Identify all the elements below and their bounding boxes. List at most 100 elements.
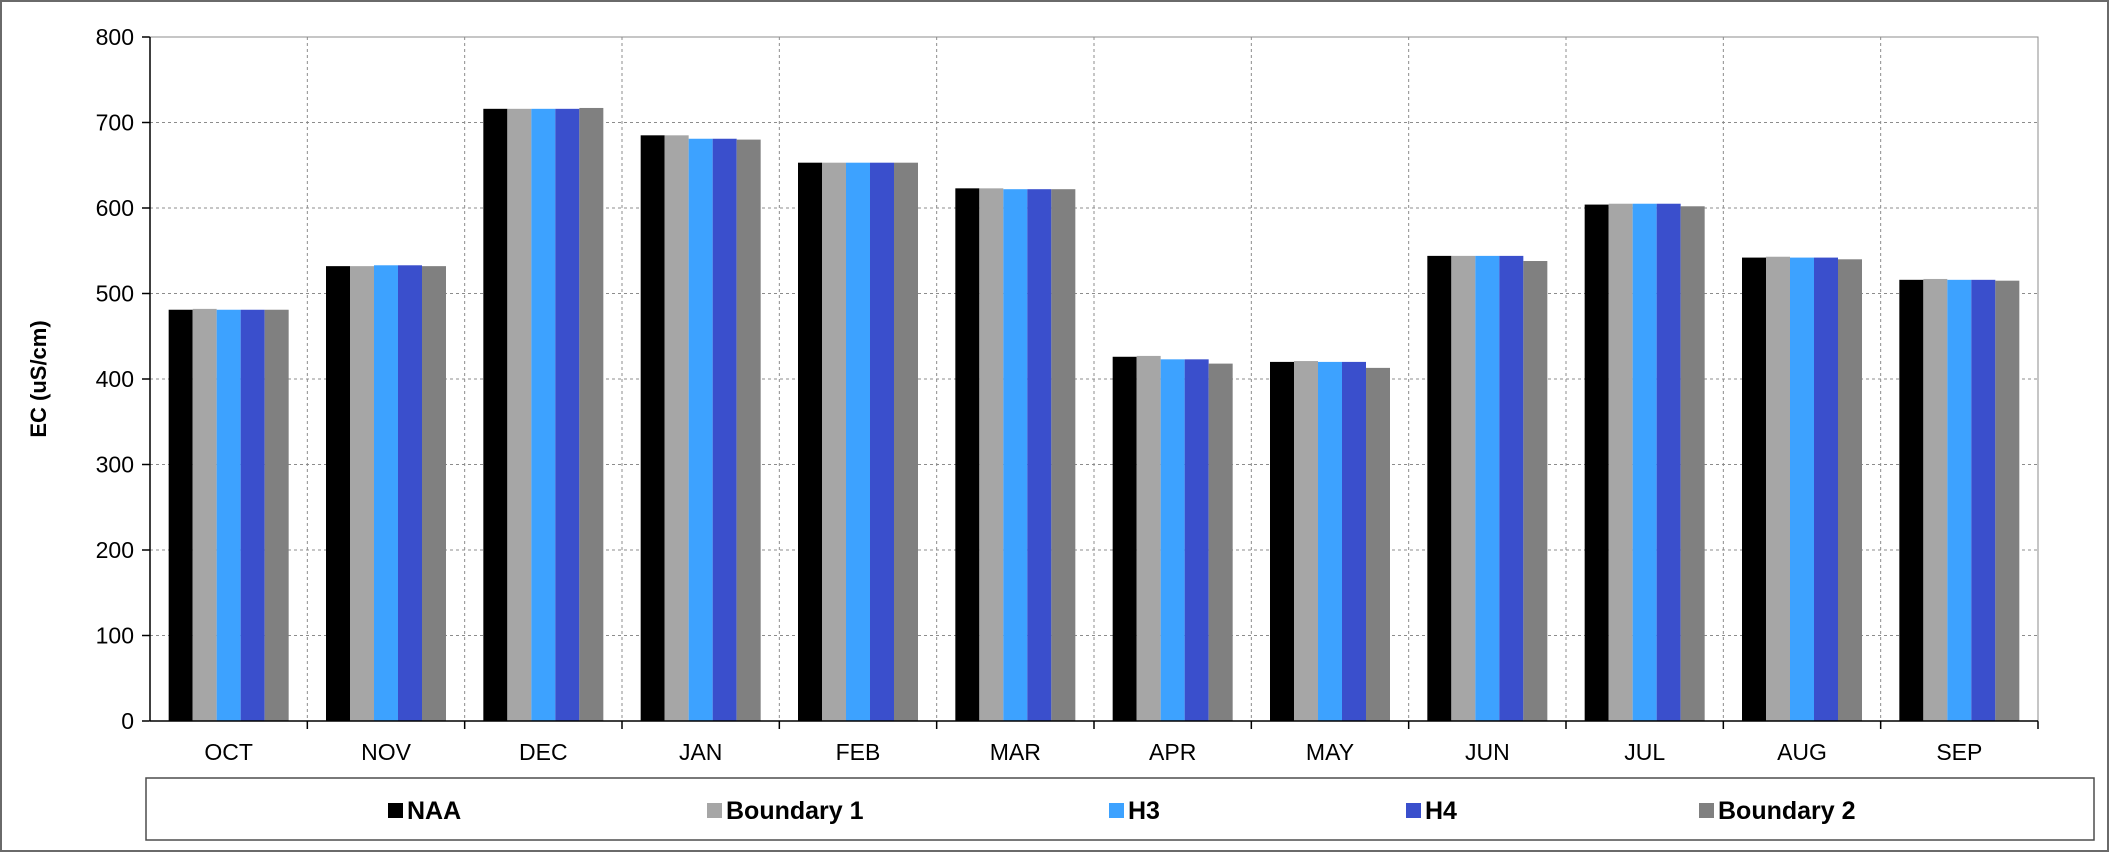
legend-swatch: [1109, 803, 1124, 818]
bar: [1632, 203, 1657, 722]
legend-swatch: [1699, 803, 1714, 818]
bar: [483, 108, 508, 721]
bar: [846, 162, 870, 721]
bar: [1451, 255, 1476, 721]
bar: [1427, 255, 1452, 721]
bar: [664, 135, 689, 721]
bar: [1499, 255, 1524, 721]
legend-swatch: [1406, 803, 1421, 818]
bar: [894, 162, 918, 721]
bar: [1270, 361, 1294, 721]
bar: [688, 138, 713, 721]
bar: [1995, 280, 2020, 721]
bar: [555, 108, 580, 721]
bar: [1523, 261, 1548, 721]
bar: [398, 265, 422, 721]
bar: [1814, 257, 1838, 721]
x-tick-label: MAR: [990, 739, 1041, 765]
bar: [1608, 203, 1633, 722]
legend-label: Boundary 2: [1718, 797, 1856, 825]
y-axis-title: EC (uS/cm): [26, 320, 51, 437]
y-tick-label: 500: [96, 281, 134, 307]
bar: [1742, 257, 1766, 721]
legend-label: H4: [1425, 797, 1457, 825]
bar: [1680, 206, 1705, 722]
bar: [736, 139, 761, 722]
bar: [422, 266, 446, 721]
bar: [1790, 257, 1814, 721]
bar: [1136, 355, 1161, 721]
y-tick-label: 700: [96, 110, 134, 136]
x-tick-label: FEB: [836, 739, 881, 765]
x-tick-label: JAN: [679, 739, 722, 765]
bar: [507, 108, 532, 721]
bar: [216, 309, 241, 721]
legend: NAA Boundary 1 H3 H4 Boundary 2: [145, 777, 2095, 841]
y-tick-label: 0: [121, 708, 134, 734]
axes: [142, 36, 2039, 729]
bar: [1160, 359, 1185, 721]
x-tick-label: MAY: [1306, 739, 1354, 765]
bar: [1971, 279, 1996, 721]
y-tick-label: 800: [96, 24, 134, 50]
bar: [640, 135, 665, 721]
bar: [1766, 256, 1790, 721]
bar: [579, 107, 604, 722]
bar: [1208, 363, 1233, 721]
y-tick-label: 600: [96, 195, 134, 221]
bar: [712, 138, 737, 721]
y-tick-label: 400: [96, 366, 134, 392]
x-tick-label: AUG: [1777, 739, 1827, 765]
bar: [1838, 259, 1862, 721]
bar: [1584, 204, 1609, 721]
x-tick-label: APR: [1149, 739, 1196, 765]
x-tick-label: NOV: [361, 739, 412, 765]
bar: [979, 188, 1004, 721]
bar: [1027, 189, 1052, 721]
bar: [1366, 367, 1390, 721]
legend-swatch: [707, 803, 722, 818]
bar: [1294, 361, 1318, 721]
legend-swatch: [388, 803, 403, 818]
bar: [264, 309, 289, 721]
bar: [1947, 279, 1972, 721]
x-tick-label: OCT: [204, 739, 253, 765]
bar: [1923, 278, 1948, 721]
legend-label: H3: [1128, 797, 1160, 825]
bar: [240, 309, 265, 721]
bar: [350, 266, 374, 721]
x-tick-label: JUL: [1624, 739, 1665, 765]
x-tick-label: DEC: [519, 739, 568, 765]
bar: [192, 308, 217, 721]
bar: [870, 162, 894, 721]
bar: [1112, 356, 1137, 721]
bar: [1899, 279, 1924, 721]
bar: [822, 162, 846, 721]
bar: [1003, 189, 1028, 721]
y-tick-labels: 0 100 200 300 400 500 600 700 800: [96, 24, 134, 734]
bar: [326, 266, 350, 721]
bar: [531, 108, 556, 721]
bar: [374, 265, 398, 721]
bar: [1656, 203, 1681, 722]
bar: [1051, 189, 1076, 721]
x-tick-labels: OCT NOV DEC JAN FEB MAR APR MAY JUN JUL AUG SEP: [204, 739, 1982, 765]
bar: [1475, 255, 1500, 721]
bar: [1342, 361, 1366, 721]
y-tick-label: 200: [96, 537, 134, 563]
bars: [168, 107, 2020, 722]
bar: [168, 309, 193, 721]
legend-label: NAA: [407, 797, 461, 825]
bar: [955, 188, 980, 721]
x-tick-label: JUN: [1465, 739, 1510, 765]
legend-label: Boundary 1: [726, 797, 864, 825]
bar: [1184, 359, 1209, 721]
bar: [798, 162, 822, 721]
bar: [1318, 361, 1342, 721]
y-tick-label: 300: [96, 452, 134, 478]
x-tick-label: SEP: [1936, 739, 1982, 765]
y-tick-label: 100: [96, 623, 134, 649]
gridlines: [150, 36, 2038, 721]
